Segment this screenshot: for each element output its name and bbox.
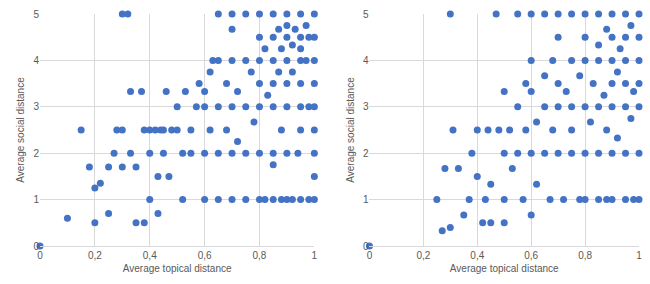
svg-text:0,2: 0,2 — [88, 250, 102, 261]
svg-text:Average topical distance: Average topical distance — [450, 263, 559, 274]
svg-text:1: 1 — [636, 250, 642, 261]
svg-text:4: 4 — [33, 55, 39, 66]
svg-text:1: 1 — [33, 194, 39, 205]
svg-text:1: 1 — [312, 250, 318, 261]
svg-text:3: 3 — [363, 101, 369, 112]
svg-text:4: 4 — [363, 55, 369, 66]
svg-text:0,4: 0,4 — [470, 250, 484, 261]
svg-text:0,8: 0,8 — [253, 250, 267, 261]
svg-text:1: 1 — [363, 194, 369, 205]
svg-text:0: 0 — [33, 241, 39, 252]
svg-text:3: 3 — [33, 101, 39, 112]
svg-text:5: 5 — [363, 9, 369, 20]
svg-text:0,2: 0,2 — [416, 250, 430, 261]
svg-text:0: 0 — [363, 241, 369, 252]
svg-text:5: 5 — [33, 9, 39, 20]
svg-text:Average social distance: Average social distance — [15, 77, 26, 183]
svg-text:0,4: 0,4 — [143, 250, 157, 261]
svg-text:0: 0 — [367, 250, 373, 261]
svg-text:0: 0 — [37, 250, 43, 261]
svg-text:Average topical distance: Average topical distance — [123, 263, 232, 274]
svg-text:2: 2 — [363, 148, 369, 159]
svg-text:Average social distance: Average social distance — [345, 77, 356, 183]
svg-text:0,6: 0,6 — [198, 250, 212, 261]
svg-text:0,8: 0,8 — [578, 250, 592, 261]
svg-text:2: 2 — [33, 148, 39, 159]
svg-text:0,6: 0,6 — [524, 250, 538, 261]
